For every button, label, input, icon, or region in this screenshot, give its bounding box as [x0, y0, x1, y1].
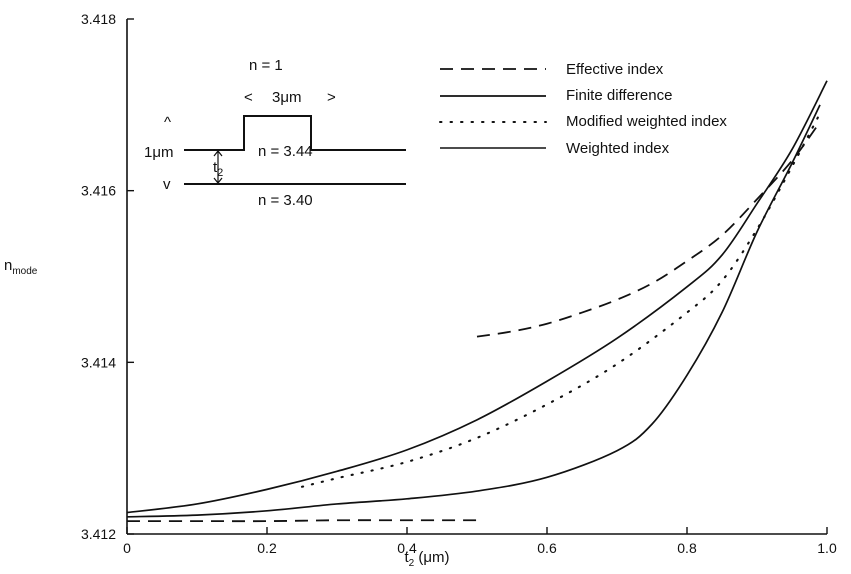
waveguide-inset: n = 1 < 3μm > ^ 1μm v t2 n = 3.44 n = 3.…	[144, 57, 406, 209]
legend-label-weighted-index: Weighted index	[566, 140, 670, 157]
x-axis-title: t2 (μm)	[404, 549, 449, 569]
series-layer	[126, 80, 828, 523]
legend-entry-weighted-index: Weighted index	[440, 140, 670, 157]
legend-label-finite-difference: Finite difference	[566, 87, 672, 104]
legend: Effective index Finite difference Modifi…	[439, 61, 727, 157]
x-tick-label: 0.4	[397, 540, 417, 556]
inset-arrow-up: ^	[164, 114, 171, 131]
series-line-finite-difference-segment-1	[126, 80, 828, 514]
y-tick-label: 3.412	[81, 526, 116, 542]
x-tick-label: 0.2	[257, 540, 277, 556]
inset-label-width: 3μm	[272, 89, 301, 106]
x-tick-label: 1.0	[817, 540, 837, 556]
inset-arrow-right: >	[327, 89, 336, 106]
legend-label-modified-weighted-index: Modified weighted index	[566, 113, 727, 130]
series-line-weighted-index-segment-1	[126, 104, 821, 518]
inset-arrow-left: <	[244, 89, 253, 106]
x-tick-label: 0.8	[677, 540, 697, 556]
legend-entry-modified-weighted-index: Modified weighted index	[439, 113, 727, 130]
y-axis-title: nmode	[4, 257, 38, 277]
y-tick-label: 3.418	[81, 11, 116, 27]
legend-entry-effective-index: Effective index	[440, 61, 664, 78]
x-tick-label: 0	[123, 540, 131, 556]
ticks: 0 0.2 0.4 0.6 0.8 1.0 3.412 3.414 3.416 3.418	[81, 11, 837, 556]
inset-label-t2: t2	[213, 159, 223, 179]
inset-label-n-guide: n = 3.44	[258, 143, 313, 160]
inset-label-n-air: n = 1	[249, 57, 283, 74]
legend-label-effective-index: Effective index	[566, 61, 664, 78]
legend-entry-finite-difference: Finite difference	[440, 87, 672, 104]
y-tick-label: 3.414	[81, 354, 116, 370]
inset-label-height: 1μm	[144, 144, 173, 161]
inset-arrow-down: v	[163, 176, 171, 193]
inset-label-n-substrate: n = 3.40	[258, 192, 313, 209]
axes	[126, 19, 827, 535]
inset-rib-outline	[184, 115, 406, 151]
x-tick-label: 0.6	[537, 540, 557, 556]
series-line-effective-index-segment-1	[127, 519, 477, 523]
inset-t2-arrowheads	[213, 150, 223, 184]
y-tick-label: 3.416	[81, 183, 116, 199]
